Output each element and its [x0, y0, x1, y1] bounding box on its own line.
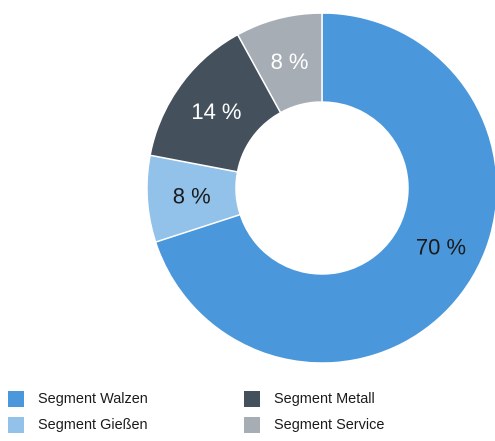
slice-label-metall: 14 %	[191, 99, 241, 124]
legend-swatch	[244, 391, 260, 407]
legend-item-walzen: Segment Walzen	[8, 390, 244, 408]
legend-swatch	[244, 417, 260, 433]
legend-swatch	[8, 417, 24, 433]
slice-label-service: 8 %	[271, 49, 309, 74]
donut-slice-walzen	[154, 12, 495, 364]
legend-label: Segment Gießen	[38, 417, 148, 433]
donut-slice-service	[236, 12, 323, 114]
legend-swatch	[8, 391, 24, 407]
slice-label-walzen: 70 %	[416, 235, 466, 260]
legend-item-metall: Segment Metall	[244, 390, 480, 408]
legend-label: Segment Metall	[274, 391, 375, 407]
legend-item-giessen: Segment Gießen	[8, 416, 244, 434]
slice-label-giessen: 8 %	[173, 184, 211, 209]
legend-label: Segment Walzen	[38, 391, 148, 407]
chart-legend: Segment Walzen Segment Metall Segment Gi…	[8, 390, 488, 434]
legend-label: Segment Service	[274, 417, 385, 433]
legend-item-service: Segment Service	[244, 416, 480, 434]
